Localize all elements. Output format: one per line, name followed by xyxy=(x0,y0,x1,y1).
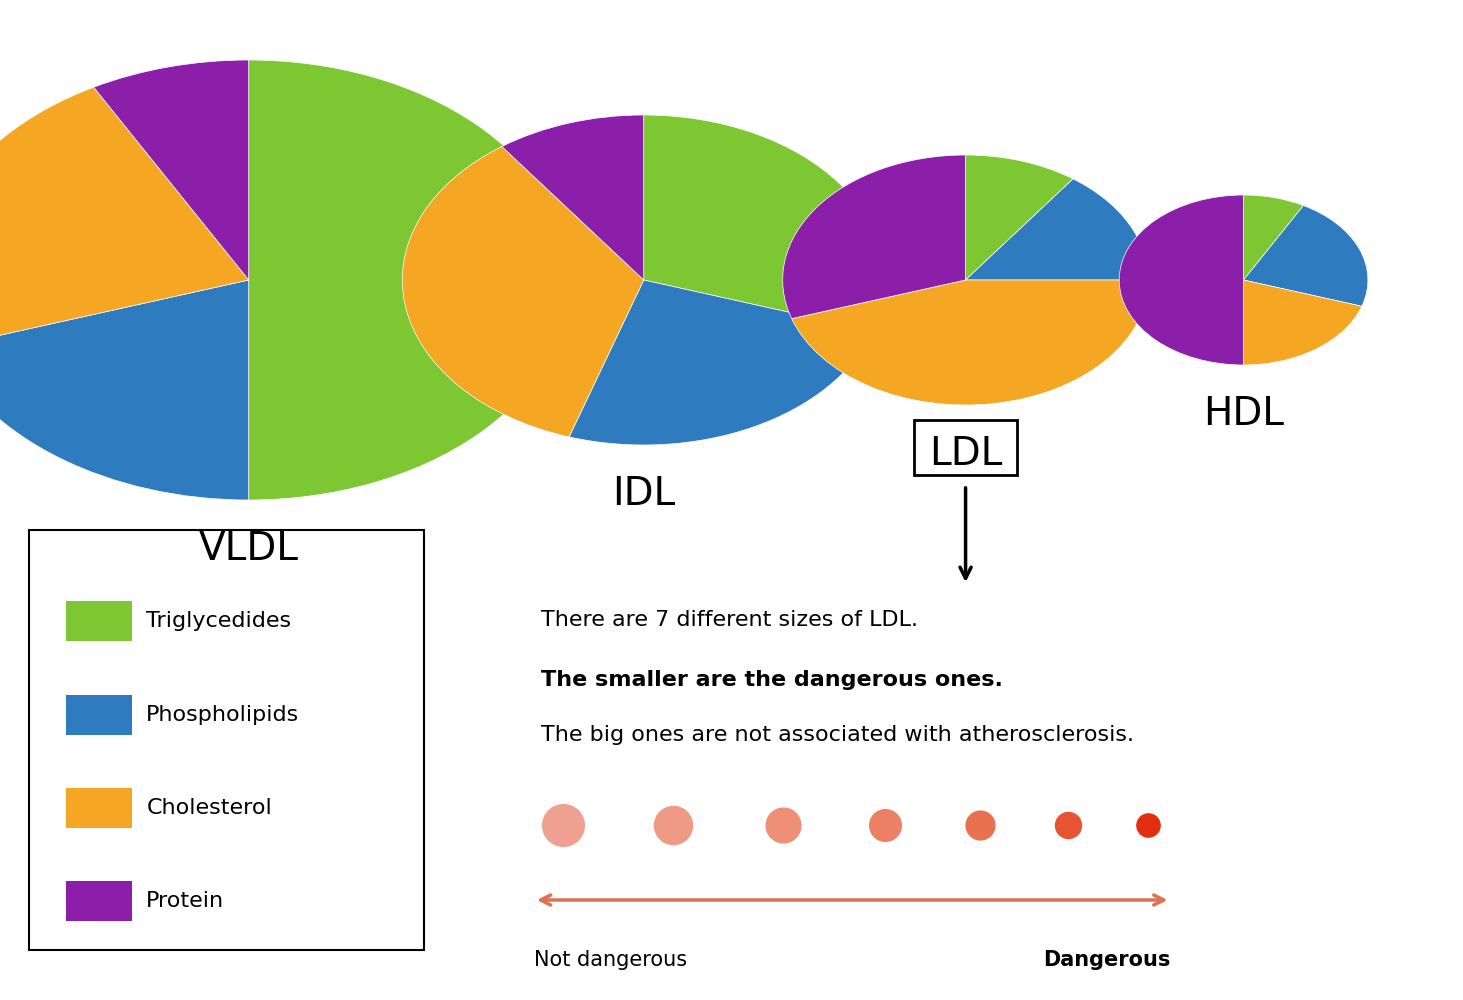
Wedge shape xyxy=(966,155,1072,280)
Bar xyxy=(29,530,424,950)
Text: LDL: LDL xyxy=(929,435,1002,473)
Wedge shape xyxy=(1244,206,1368,306)
Text: There are 7 different sizes of LDL.: There are 7 different sizes of LDL. xyxy=(541,610,919,630)
Point xyxy=(771,817,794,833)
Wedge shape xyxy=(0,280,249,500)
Point xyxy=(873,817,897,833)
Wedge shape xyxy=(1244,195,1304,280)
Text: Cholesterol: Cholesterol xyxy=(146,798,272,818)
Wedge shape xyxy=(1244,280,1362,365)
Point xyxy=(661,817,685,833)
Text: The smaller are the dangerous ones.: The smaller are the dangerous ones. xyxy=(541,670,1004,690)
Wedge shape xyxy=(249,60,571,500)
Text: Phospholipids: Phospholipids xyxy=(146,705,300,725)
Text: HDL: HDL xyxy=(1203,395,1285,433)
Bar xyxy=(66,695,132,735)
Wedge shape xyxy=(402,147,644,437)
Wedge shape xyxy=(94,60,249,280)
Wedge shape xyxy=(966,179,1148,280)
Point xyxy=(1137,817,1160,833)
Bar xyxy=(914,420,1017,475)
Text: The big ones are not associated with atherosclerosis.: The big ones are not associated with ath… xyxy=(541,725,1134,745)
Text: Not dangerous: Not dangerous xyxy=(534,950,688,970)
Text: IDL: IDL xyxy=(612,475,676,513)
Wedge shape xyxy=(0,87,249,348)
Text: LDL: LDL xyxy=(929,435,1002,473)
Wedge shape xyxy=(644,115,885,331)
Wedge shape xyxy=(1119,195,1244,365)
Bar xyxy=(66,881,132,921)
Text: VLDL: VLDL xyxy=(199,530,298,568)
Wedge shape xyxy=(502,115,644,280)
Wedge shape xyxy=(791,280,1148,405)
Wedge shape xyxy=(569,280,873,445)
Text: Triglycedides: Triglycedides xyxy=(146,611,291,631)
Wedge shape xyxy=(783,155,966,319)
Point xyxy=(969,817,992,833)
Bar xyxy=(66,788,132,828)
Point xyxy=(1056,817,1080,833)
Text: Protein: Protein xyxy=(146,891,224,911)
Bar xyxy=(66,601,132,641)
Text: Dangerous: Dangerous xyxy=(1043,950,1170,970)
Point xyxy=(552,817,575,833)
